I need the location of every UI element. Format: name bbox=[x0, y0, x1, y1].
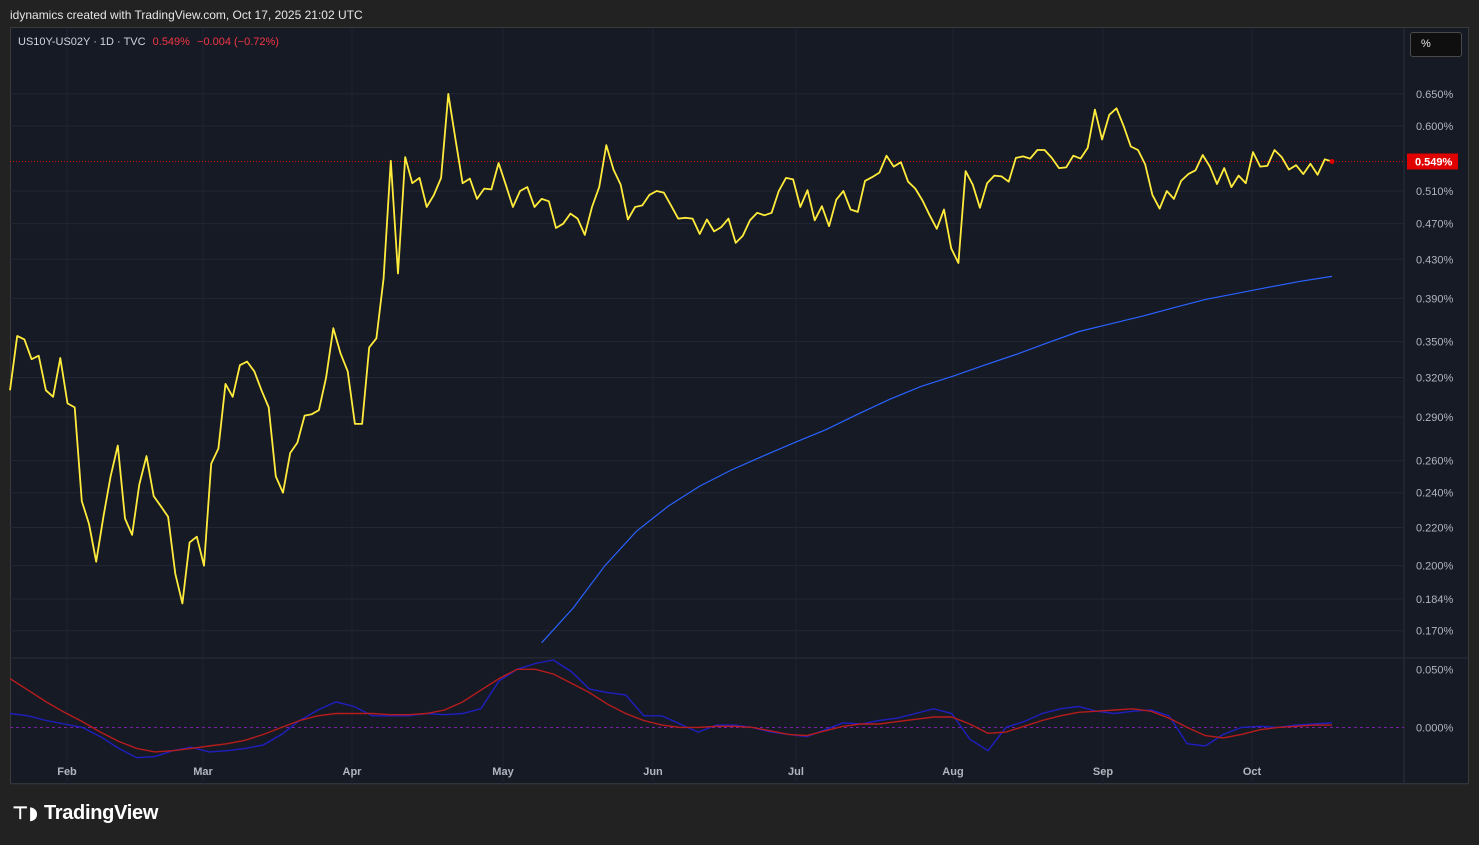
brand-name: TradingView bbox=[43, 802, 159, 824]
spread-price-line bbox=[9, 93, 1333, 605]
x-tick-label: Sep bbox=[1093, 766, 1113, 778]
last-value-label: 0.549% bbox=[152, 36, 190, 48]
y-tick-label: 0.240% bbox=[1416, 488, 1454, 500]
x-tick-label: Feb bbox=[57, 766, 77, 778]
y-tick-label: 0.390% bbox=[1416, 293, 1454, 305]
x-tick-label: Jun bbox=[643, 766, 663, 778]
y-tick-label: 0.170% bbox=[1416, 626, 1454, 638]
x-tick-label: Apr bbox=[343, 766, 363, 778]
last-price-dot bbox=[1329, 158, 1335, 164]
moving-average-line bbox=[541, 275, 1333, 644]
oscillator-zero-label: 0.000% bbox=[1416, 722, 1454, 734]
x-tick-label: Jul bbox=[788, 766, 804, 778]
tradingview-logo[interactable]: ⊤⁠◗ TradingView bbox=[12, 802, 158, 825]
y-tick-label: 0.510% bbox=[1416, 186, 1454, 198]
oscillator-red-line bbox=[9, 668, 1332, 753]
y-tick-label: 0.350% bbox=[1416, 337, 1454, 349]
y-tick-label: 0.220% bbox=[1416, 523, 1454, 535]
y-tick-label: 0.320% bbox=[1416, 373, 1454, 385]
last-price-tag-label: 0.549% bbox=[1415, 156, 1453, 168]
oscillator-blue-line bbox=[9, 659, 1333, 759]
tradingview-mark-icon: ⊤⁠◗ bbox=[12, 803, 38, 824]
x-tick-label: May bbox=[492, 766, 514, 778]
oscillator-top-label: 0.050% bbox=[1416, 664, 1454, 676]
symbol-label[interactable]: US10Y-US02Y · 1D · TVC bbox=[18, 36, 146, 48]
y-tick-label: 0.430% bbox=[1416, 254, 1454, 266]
last-price-tag bbox=[1407, 153, 1458, 170]
x-tick-label: Mar bbox=[193, 766, 213, 778]
change-label: −0.004 (−0.72%) bbox=[197, 36, 279, 48]
y-tick-label: 0.650% bbox=[1416, 89, 1454, 101]
x-tick-label: Aug bbox=[942, 766, 963, 778]
y-tick-label: 0.200% bbox=[1416, 561, 1454, 573]
y-tick-label: 0.290% bbox=[1416, 412, 1454, 424]
symbol-legend: US10Y-US02Y · 1D · TVC 0.549% −0.004 (−0… bbox=[18, 36, 279, 48]
y-tick-label: 0.470% bbox=[1416, 219, 1454, 231]
y-tick-label: 0.184% bbox=[1416, 594, 1454, 606]
percent-scale-button[interactable]: % bbox=[1410, 32, 1462, 57]
x-tick-label: Oct bbox=[1243, 766, 1262, 778]
chart-caption: idynamics created with TradingView.com, … bbox=[10, 8, 363, 22]
y-tick-label: 0.260% bbox=[1416, 456, 1454, 468]
y-tick-label: 0.600% bbox=[1416, 121, 1454, 133]
